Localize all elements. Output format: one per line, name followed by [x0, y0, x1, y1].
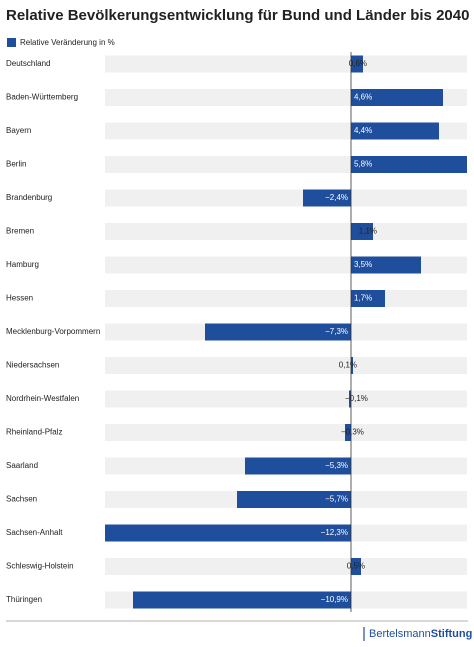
- value-label: 4,6%: [354, 93, 372, 102]
- value-label: 3,5%: [354, 260, 372, 269]
- row-band: [105, 223, 467, 240]
- bar: [345, 424, 351, 441]
- value-label: −7,3%: [325, 327, 348, 336]
- category-label: Niedersachsen: [6, 361, 59, 370]
- chart-title: Relative Bevölkerungsentwicklung für Bun…: [6, 7, 469, 24]
- bar: [303, 189, 351, 207]
- category-label: Saarland: [6, 461, 38, 470]
- value-label: −5,3%: [325, 461, 348, 470]
- value-label: 0,6%: [349, 59, 367, 68]
- bar: [245, 457, 351, 475]
- value-label: −0,3%: [341, 428, 364, 437]
- bar: [105, 524, 351, 542]
- bar: [351, 156, 467, 173]
- logo-text: Bertelsmann: [369, 628, 431, 640]
- logo: BertelsmannStiftung: [369, 628, 472, 640]
- row-band: [105, 290, 467, 307]
- row-band: [105, 424, 467, 441]
- bar: [351, 558, 361, 575]
- category-label: Baden-Württemberg: [6, 93, 78, 102]
- category-label: Brandenburg: [6, 193, 52, 202]
- bar: [351, 122, 439, 140]
- row-band: [105, 558, 467, 575]
- row-band: [105, 390, 467, 408]
- bar: [351, 357, 353, 374]
- bar: [351, 55, 363, 73]
- value-label: −5,7%: [325, 495, 348, 504]
- category-label: Deutschland: [6, 59, 50, 68]
- category-label: Bremen: [6, 227, 34, 236]
- bar: [205, 323, 351, 341]
- category-label: Bayern: [6, 126, 31, 135]
- value-label: −12,3%: [321, 528, 348, 537]
- value-label: 5,8%: [354, 160, 372, 169]
- category-label: Thüringen: [6, 595, 42, 604]
- row-band: [105, 357, 467, 374]
- value-label: 1,7%: [354, 294, 372, 303]
- legend-swatch: [7, 38, 16, 47]
- bar: [349, 390, 351, 408]
- category-label: Rheinland-Pfalz: [6, 428, 62, 437]
- bar: [133, 591, 351, 609]
- category-label: Sachsen-Anhalt: [6, 528, 63, 537]
- value-label: −2,4%: [325, 193, 348, 202]
- category-label: Hessen: [6, 294, 33, 303]
- row-band: [105, 55, 467, 73]
- value-label: 4,4%: [354, 126, 372, 135]
- bar: [351, 290, 385, 307]
- bar: [351, 223, 373, 240]
- bar: [351, 89, 443, 106]
- legend-label: Relative Veränderung in %: [20, 38, 115, 47]
- category-label: Nordrhein-Westfalen: [6, 394, 79, 403]
- value-label: 1,1%: [359, 227, 377, 236]
- category-label: Berlin: [6, 160, 26, 169]
- value-label: −10,9%: [321, 595, 348, 604]
- value-label: 0,5%: [347, 562, 365, 571]
- category-label: Mecklenburg-Vorpommern: [6, 327, 100, 336]
- category-label: Hamburg: [6, 260, 39, 269]
- row-band: [105, 189, 467, 207]
- category-label: Schleswig-Holstein: [6, 562, 74, 571]
- bar: [237, 491, 351, 508]
- value-label: 0,1%: [339, 361, 357, 370]
- category-label: Sachsen: [6, 495, 37, 504]
- value-label: −0,1%: [345, 394, 368, 403]
- bar: [351, 256, 421, 274]
- logo-text-bold: Stiftung: [431, 628, 473, 640]
